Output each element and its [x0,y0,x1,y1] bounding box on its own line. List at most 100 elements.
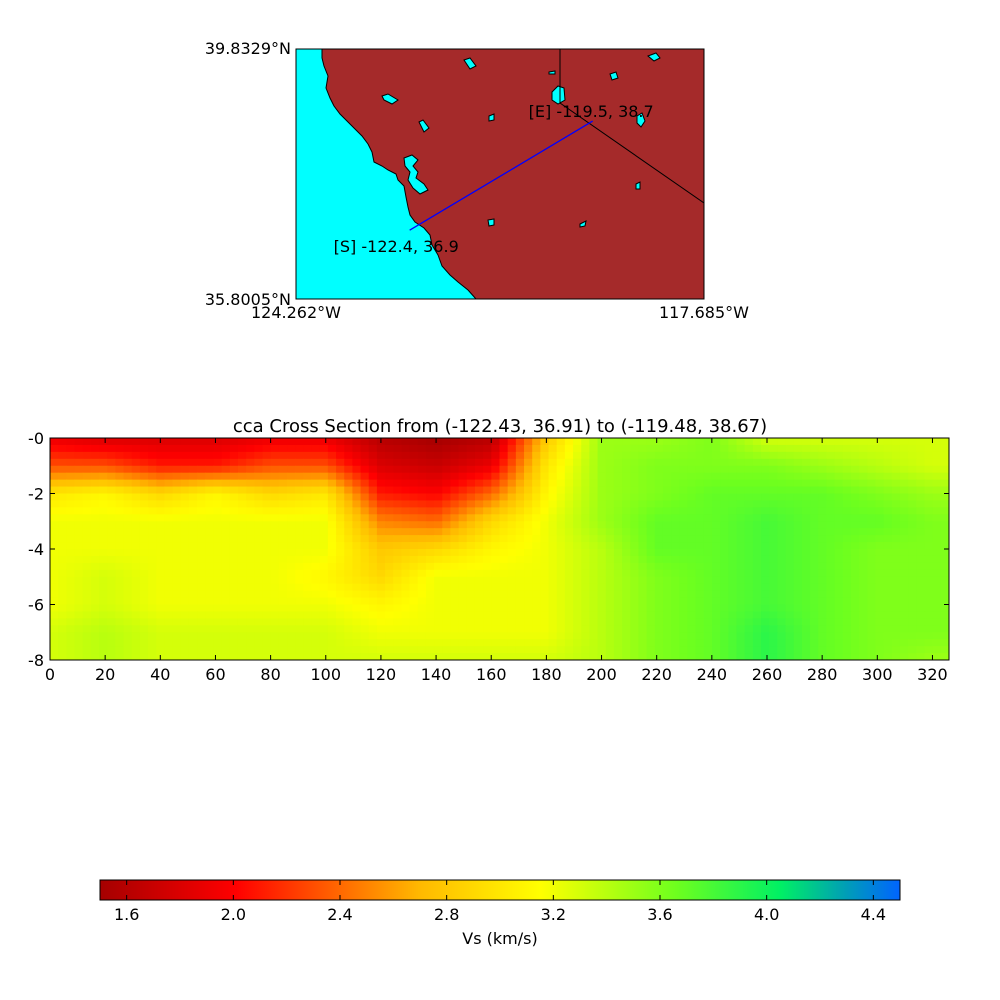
heatmap-cell [352,451,362,460]
heatmap-cell [172,472,182,481]
heatmap-cell [458,597,468,606]
heatmap-cell [336,653,345,660]
heatmap-cell [540,639,550,647]
heatmap-cell [589,542,599,550]
heatmap-cell [295,465,304,474]
heatmap-cell [891,472,901,481]
heatmap-cell [327,521,337,529]
heatmap-cell [197,438,206,446]
heatmap-cell [66,507,76,515]
heatmap-cell [532,653,541,660]
heatmap-cell [148,507,157,515]
heatmap-cell [287,472,296,481]
heatmap-cell [295,576,304,585]
heatmap-cell [58,507,67,515]
heatmap-cell [613,576,623,585]
heatmap-cell [409,590,419,599]
heatmap-cell [434,479,443,488]
heatmap-cell [319,618,329,626]
heatmap-cell [131,549,141,557]
heatmap-cell [654,632,664,640]
heatmap-cell [278,458,288,467]
heatmap-cell [589,576,599,585]
heatmap-cell [605,458,615,467]
heatmap-cell [548,549,558,557]
x-tick-label: 220 [641,665,672,684]
heatmap-cell [777,451,787,460]
heatmap-cell [744,444,754,453]
heatmap-cell [409,611,419,619]
heatmap-cell [548,500,558,508]
heatmap-cell [164,451,174,460]
heatmap-cell [262,555,272,564]
lake-11 [579,220,587,228]
heatmap-cell [548,632,558,640]
heatmap-cell [376,542,386,550]
heatmap-cell [66,604,76,613]
heatmap-cell [540,653,550,660]
heatmap-cell [630,465,640,474]
heatmap-cell [532,549,541,557]
heatmap-cell [368,493,378,502]
heatmap-cell [213,597,223,606]
heatmap-cell [687,569,697,578]
heatmap-cell [82,569,92,578]
heatmap-cell [450,444,460,453]
heatmap-cell [515,549,525,557]
heatmap-cell [932,493,942,502]
heatmap-cell [654,590,664,599]
heatmap-cell [107,535,116,543]
heatmap-cell [139,479,149,488]
heatmap-cell [613,458,623,467]
heatmap-cell [515,562,525,571]
heatmap-cell [123,562,133,571]
heatmap-cell [148,528,157,536]
heatmap-cell [875,458,885,467]
heatmap-cell [311,625,321,633]
heatmap-cell [336,542,345,550]
heatmap-cell [58,542,67,550]
heatmap-cell [385,444,394,453]
heatmap-cell [344,625,353,633]
heatmap-cell [172,625,182,633]
heatmap-cell [810,535,819,543]
heatmap-cell [156,549,166,557]
heatmap-cell [205,555,215,564]
heatmap-cell [573,479,582,488]
heatmap-cell [409,514,419,522]
heatmap-cell [826,618,836,626]
heatmap-cell [867,528,877,536]
heatmap-cell [278,472,288,481]
heatmap-cell [540,597,550,606]
heatmap-cell [556,646,566,654]
heatmap-cell [466,465,476,474]
heatmap-cell [148,576,157,585]
heatmap-cell [850,604,860,613]
heatmap-cell [654,535,664,543]
heatmap-cell [867,521,877,529]
heatmap-cell [720,486,729,495]
heatmap-cell [810,444,819,453]
heatmap-cell [720,590,729,599]
heatmap-cell [425,521,435,529]
heatmap-cell [932,555,942,564]
heatmap-cell [74,507,84,515]
heatmap-cell [115,639,125,647]
heatmap-cell [385,500,394,508]
heatmap-cell [793,562,803,571]
heatmap-cell [393,479,403,488]
heatmap-cell [491,465,501,474]
heatmap-cell [908,528,917,536]
heatmap-cell [646,569,656,578]
heatmap-cell [287,590,296,599]
heatmap-cell [254,444,264,453]
heatmap-cell [883,549,893,557]
heatmap-cell [434,646,443,654]
heatmap-cell [156,597,166,606]
heatmap-cell [826,555,836,564]
heatmap-cell [474,521,484,529]
heatmap-cell [425,611,435,619]
heatmap-cell [891,438,901,446]
heatmap-cell [752,562,762,571]
heatmap-cell [66,549,76,557]
